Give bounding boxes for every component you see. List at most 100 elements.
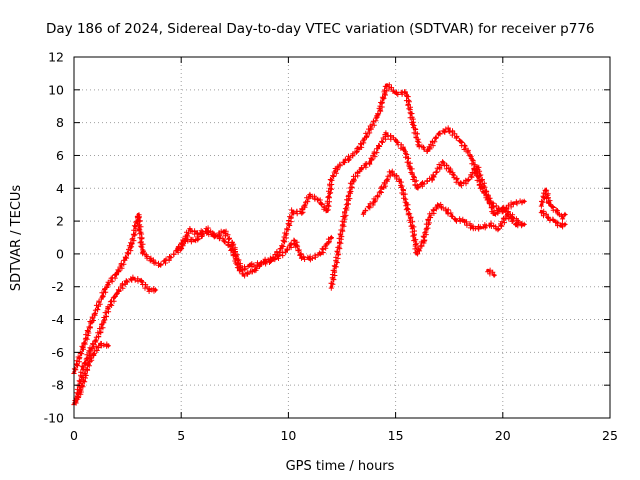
series-track-7	[485, 267, 497, 278]
data-point	[98, 331, 102, 335]
y-tick-label: 10	[48, 82, 64, 97]
y-tick-label: -6	[52, 345, 65, 360]
data-point	[539, 209, 544, 213]
data-point	[447, 127, 451, 131]
data-point	[411, 121, 415, 125]
data-point	[428, 214, 432, 218]
y-tick-label: 2	[56, 214, 64, 229]
data-point	[299, 211, 303, 215]
data-point	[100, 295, 104, 299]
data-point	[359, 167, 363, 171]
data-point	[136, 212, 140, 217]
data-point	[368, 160, 372, 164]
data-point	[132, 276, 136, 281]
data-point	[411, 226, 415, 230]
data-point	[415, 186, 419, 190]
data-point	[563, 212, 567, 217]
data-point	[319, 252, 323, 256]
data-point	[188, 227, 192, 231]
data-point	[552, 219, 556, 223]
data-point	[546, 216, 550, 220]
data-point	[522, 199, 526, 203]
data-point	[192, 239, 196, 243]
data-point	[469, 153, 473, 158]
data-point	[123, 257, 128, 261]
series-track-9	[538, 208, 568, 230]
data-point	[458, 183, 462, 187]
data-point	[115, 291, 119, 295]
data-point	[471, 226, 475, 230]
data-point	[293, 239, 297, 243]
x-tick-label: 10	[280, 428, 296, 443]
data-point	[316, 198, 320, 202]
data-point	[394, 91, 398, 95]
data-point	[205, 231, 209, 235]
data-point	[539, 203, 544, 207]
data-point	[273, 257, 278, 261]
series-track-1	[71, 82, 527, 377]
data-point	[342, 216, 346, 220]
axis-ticks: 0 5 10 15 20 25 -10 -8 -6 -4 -2 0 2 4 6 8 10 12	[44, 50, 618, 444]
data-point	[554, 209, 559, 213]
y-tick-label: 6	[56, 148, 64, 163]
data-point	[488, 222, 492, 226]
data-point	[291, 209, 295, 213]
data-point	[299, 255, 303, 259]
data-point	[153, 288, 158, 292]
data-point	[123, 280, 128, 284]
y-tick-label: -8	[52, 378, 65, 393]
data-point	[280, 245, 284, 249]
data-point	[514, 222, 518, 226]
data-point	[361, 211, 365, 215]
data-point	[336, 165, 340, 169]
data-point	[336, 252, 340, 256]
data-point	[98, 342, 102, 346]
data-point	[484, 190, 488, 194]
x-tick-label: 15	[388, 428, 404, 443]
data-point	[284, 249, 288, 253]
data-point	[329, 178, 333, 182]
series-markers	[328, 130, 525, 291]
data-point	[492, 212, 496, 217]
data-point	[138, 278, 143, 282]
series-track-4	[174, 229, 334, 279]
data-point	[357, 147, 361, 151]
data-point	[235, 262, 239, 266]
data-point	[430, 176, 434, 180]
data-point	[81, 347, 85, 351]
data-point	[402, 147, 406, 151]
data-point	[466, 178, 471, 182]
y-tick-label: -10	[44, 411, 64, 426]
data-point	[263, 258, 267, 263]
data-point	[548, 203, 552, 207]
data-point	[106, 281, 110, 285]
data-point	[501, 206, 505, 210]
data-point	[445, 209, 449, 213]
data-point	[389, 170, 393, 174]
data-point	[441, 160, 445, 164]
data-point	[426, 148, 430, 153]
data-point	[381, 186, 385, 190]
data-point	[175, 247, 179, 251]
data-point	[158, 263, 162, 267]
y-axis-label: SDTVAR / TECUs	[9, 185, 24, 292]
data-point	[417, 144, 421, 148]
data-point	[248, 263, 252, 267]
data-point	[228, 244, 233, 248]
data-point	[385, 132, 389, 136]
data-point	[479, 226, 483, 230]
data-point	[462, 219, 466, 223]
x-tick-label: 20	[495, 428, 511, 443]
y-tick-label: 8	[56, 115, 64, 130]
data-point	[421, 239, 426, 243]
data-point	[130, 242, 134, 246]
data-point	[409, 167, 413, 171]
data-point	[436, 203, 441, 207]
data-point	[329, 235, 333, 240]
data-point	[496, 227, 501, 231]
chart-title: Day 186 of 2024, Sidereal Day-to-day VTE…	[46, 21, 595, 37]
data-point	[149, 258, 153, 263]
data-point	[376, 145, 380, 149]
data-point	[404, 203, 408, 207]
